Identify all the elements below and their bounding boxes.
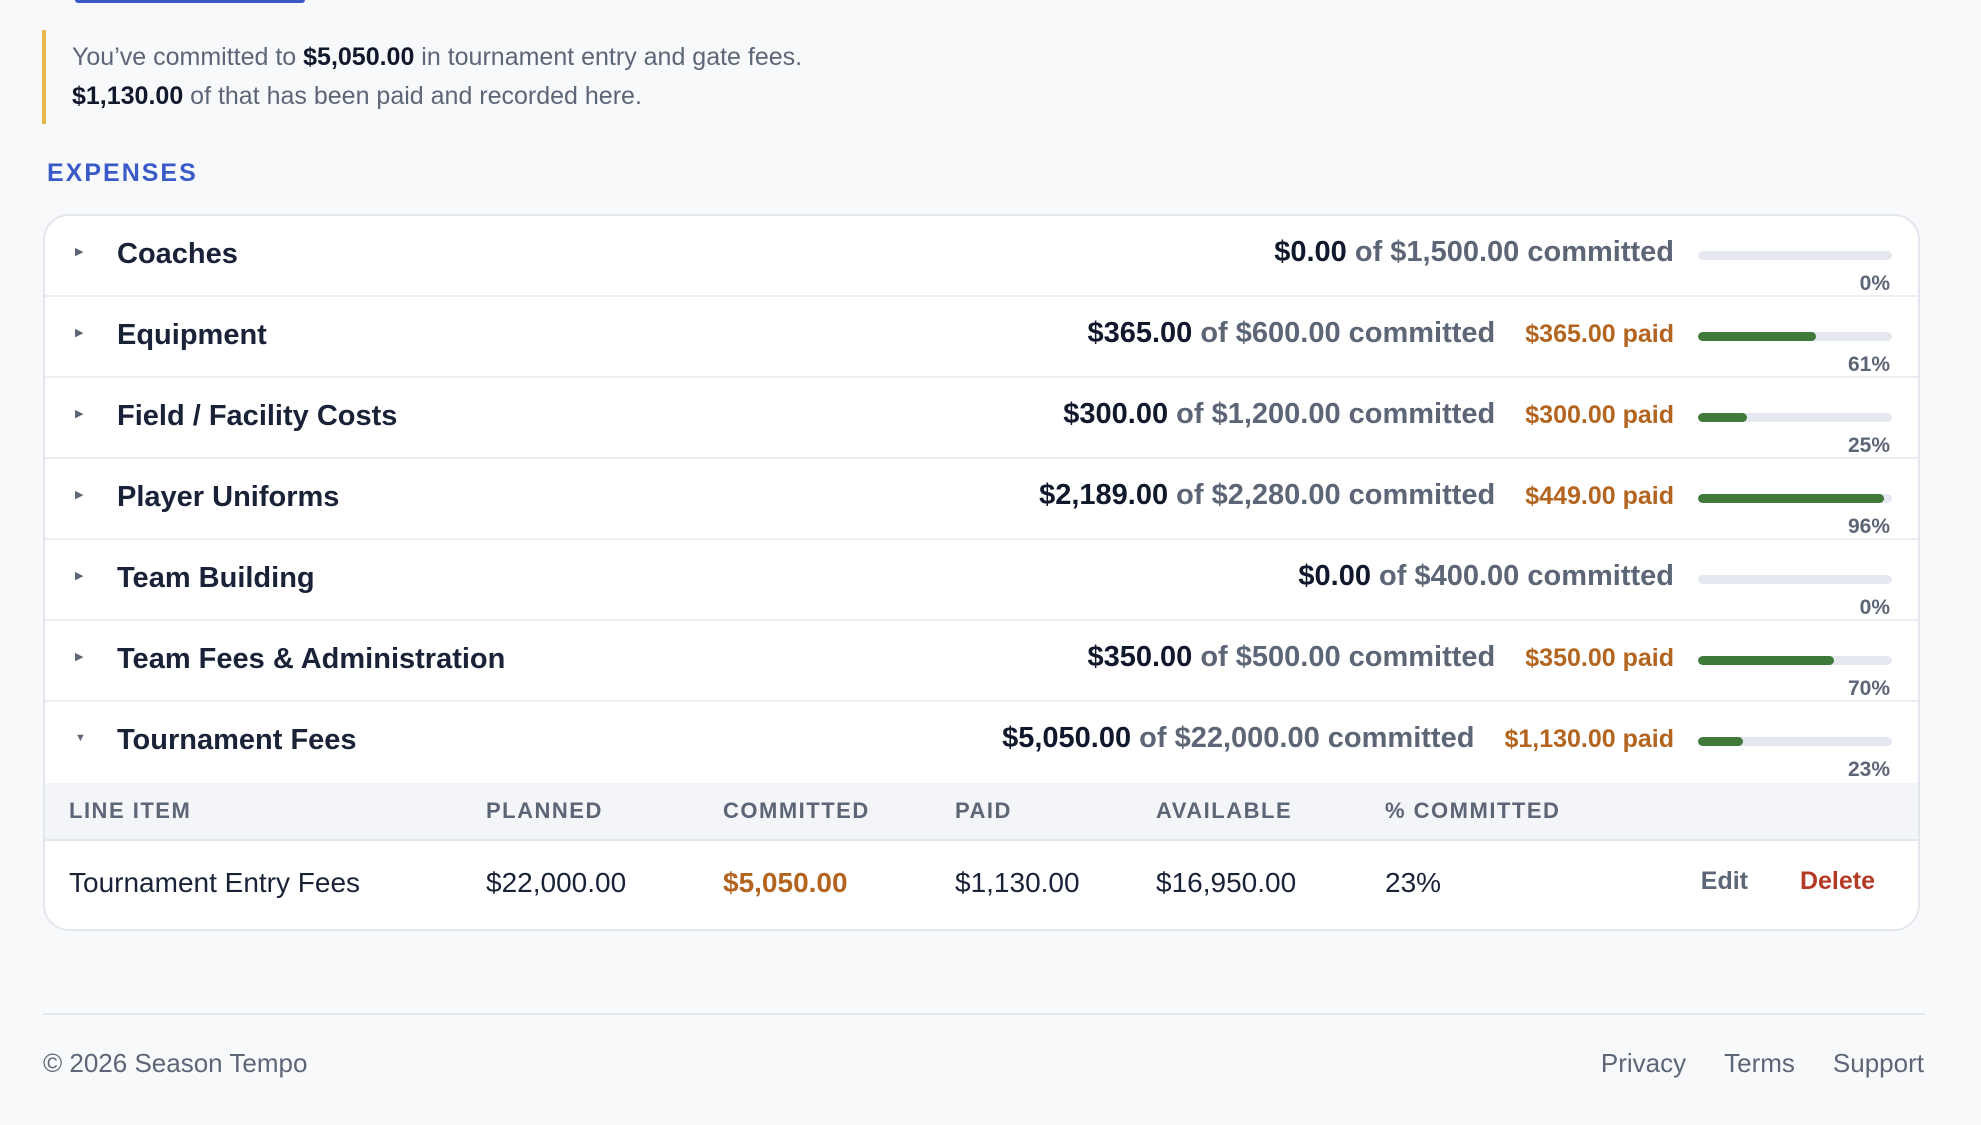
committed-summary: $350.00 of $500.00 committed [1087, 641, 1496, 673]
progress-bar [1698, 251, 1892, 260]
paid-value: $1,130.00 [955, 867, 1080, 898]
percent-label: 96% [1847, 515, 1890, 538]
committed-summary: $5,050.00 of $22,000.00 committed [1002, 722, 1475, 754]
percent-label: 23% [1847, 758, 1890, 781]
copyright: © 2026 Season Tempo [43, 1048, 308, 1078]
footer-links: Privacy Terms Support [1601, 1048, 1924, 1079]
caret-right-icon[interactable]: ▶ [75, 408, 84, 420]
category-amounts: $350.00 of $500.00 committed $350.00 pai… [1087, 641, 1674, 674]
committed-summary: $0.00 of $1,500.00 committed [1274, 236, 1674, 268]
category-amounts: $0.00 of $1,500.00 committed [1274, 236, 1674, 269]
category-row-field-facility[interactable]: ▶ Field / Facility Costs $300.00 of $1,2… [45, 378, 1918, 459]
percent-label: 0% [1859, 272, 1890, 295]
committed-total: $5,050.00 [303, 43, 415, 71]
caret-right-icon[interactable]: ▶ [75, 651, 84, 663]
header-line-item[interactable]: LINE ITEM [69, 798, 192, 823]
category-row-coaches[interactable]: ▶ Coaches $0.00 of $1,500.00 committed 0… [45, 216, 1918, 297]
header-paid[interactable]: PAID [955, 798, 1012, 823]
category-amounts: $0.00 of $400.00 committed [1298, 560, 1674, 593]
header-available[interactable]: AVAILABLE [1156, 798, 1293, 823]
category-amounts: $365.00 of $600.00 committed $365.00 pai… [1087, 317, 1674, 350]
percent-label: 25% [1847, 434, 1890, 457]
progress-fill [1698, 737, 1743, 746]
commitment-notice: You’ve committed to $5,050.00 in tournam… [42, 30, 1072, 124]
category-name: Team Building [117, 562, 315, 594]
progress-bar [1698, 737, 1892, 746]
category-row-equipment[interactable]: ▶ Equipment $365.00 of $600.00 committed… [45, 297, 1918, 378]
progress-bar [1698, 494, 1892, 503]
paid-amount: $365.00 paid [1525, 320, 1674, 348]
notice-line-2: $1,130.00 of that has been paid and reco… [72, 82, 642, 110]
progress-bar [1698, 413, 1892, 422]
percent-label: 0% [1859, 596, 1890, 619]
privacy-link[interactable]: Privacy [1600, 1048, 1687, 1078]
paid-amount: $300.00 paid [1525, 401, 1674, 429]
committed-summary: $0.00 of $400.00 committed [1298, 560, 1674, 592]
category-amounts: $2,189.00 of $2,280.00 committed $449.00… [1039, 479, 1674, 512]
progress-bar [1698, 332, 1892, 341]
footer-divider [43, 1013, 1925, 1015]
committed-summary: $2,189.00 of $2,280.00 committed [1039, 479, 1496, 511]
caret-right-icon[interactable]: ▶ [75, 489, 84, 501]
notice-line-1: You’ve committed to $5,050.00 in tournam… [72, 43, 803, 71]
available-value: $16,950.00 [1156, 867, 1297, 898]
caret-down-icon[interactable]: ▼ [75, 732, 86, 744]
category-name: Coaches [117, 238, 238, 270]
tab-indicator [75, 0, 305, 3]
committed-summary: $300.00 of $1,200.00 committed [1063, 398, 1496, 430]
category-row-team-fees[interactable]: ▶ Team Fees & Administration $350.00 of … [45, 621, 1918, 702]
committed-summary: $365.00 of $600.00 committed [1087, 317, 1496, 349]
paid-amount: $1,130.00 paid [1504, 725, 1674, 753]
progress-fill [1698, 413, 1747, 422]
category-row-tournament-fees[interactable]: ▼ Tournament Fees $5,050.00 of $22,000.0… [45, 702, 1918, 783]
edit-button[interactable]: Edit [1700, 867, 1748, 895]
category-name: Equipment [117, 319, 267, 351]
category-name: Tournament Fees [117, 724, 357, 756]
planned-value: $22,000.00 [486, 867, 627, 898]
header-planned[interactable]: PLANNED [486, 798, 603, 823]
header-committed[interactable]: COMMITTED [723, 798, 870, 823]
line-item-name: Tournament Entry Fees [69, 867, 361, 898]
progress-fill [1698, 656, 1834, 665]
delete-button[interactable]: Delete [1799, 867, 1875, 895]
category-name: Field / Facility Costs [117, 400, 398, 432]
caret-right-icon[interactable]: ▶ [75, 246, 84, 258]
line-items-header: LINE ITEM PLANNED COMMITTED PAID AVAILAB… [45, 783, 1918, 841]
progress-fill [1698, 332, 1817, 341]
table-row: Tournament Entry Fees $22,000.00 $5,050.… [45, 841, 1918, 929]
category-name: Team Fees & Administration [117, 643, 506, 675]
expenses-heading: EXPENSES [47, 159, 198, 187]
progress-fill [1698, 494, 1885, 503]
paid-amount: $350.00 paid [1525, 644, 1674, 672]
percent-committed-value: 23% [1385, 867, 1442, 898]
paid-amount: $449.00 paid [1525, 482, 1674, 510]
category-amounts: $5,050.00 of $22,000.00 committed $1,130… [1002, 722, 1674, 755]
header-percent-committed[interactable]: % COMMITTED [1385, 798, 1561, 823]
category-row-team-building[interactable]: ▶ Team Building $0.00 of $400.00 committ… [45, 540, 1918, 621]
support-link[interactable]: Support [1832, 1048, 1924, 1078]
progress-bar [1698, 575, 1892, 584]
category-name: Player Uniforms [117, 481, 340, 513]
expenses-card: ▶ Coaches $0.00 of $1,500.00 committed 0… [43, 214, 1920, 931]
category-row-player-uniforms[interactable]: ▶ Player Uniforms $2,189.00 of $2,280.00… [45, 459, 1918, 540]
committed-value: $5,050.00 [723, 867, 848, 898]
progress-bar [1698, 656, 1892, 665]
category-amounts: $300.00 of $1,200.00 committed $300.00 p… [1063, 398, 1674, 431]
percent-label: 70% [1847, 677, 1890, 700]
percent-label: 61% [1847, 353, 1890, 376]
paid-total: $1,130.00 [72, 82, 184, 110]
caret-right-icon[interactable]: ▶ [75, 570, 84, 582]
terms-link[interactable]: Terms [1724, 1048, 1795, 1078]
caret-right-icon[interactable]: ▶ [75, 327, 84, 339]
